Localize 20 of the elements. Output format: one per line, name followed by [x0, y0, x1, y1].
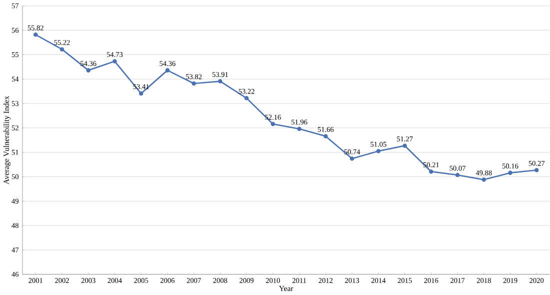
- point: [33, 32, 38, 38]
- point: [534, 168, 539, 172]
- point: [165, 68, 170, 73]
- point: [324, 134, 328, 139]
- point: [192, 82, 196, 86]
- point: [138, 92, 144, 96]
- point: [112, 59, 117, 64]
- point: [429, 170, 434, 174]
- point: [60, 47, 64, 52]
- point: [270, 122, 276, 126]
- point: [455, 173, 460, 178]
- point: [297, 126, 302, 132]
- point: [402, 144, 407, 148]
- point: [482, 178, 486, 182]
- point: [244, 96, 249, 100]
- point: [218, 79, 222, 84]
- point: [350, 156, 354, 162]
- point: [376, 149, 381, 154]
- point: [86, 68, 90, 73]
- point: [508, 170, 512, 176]
